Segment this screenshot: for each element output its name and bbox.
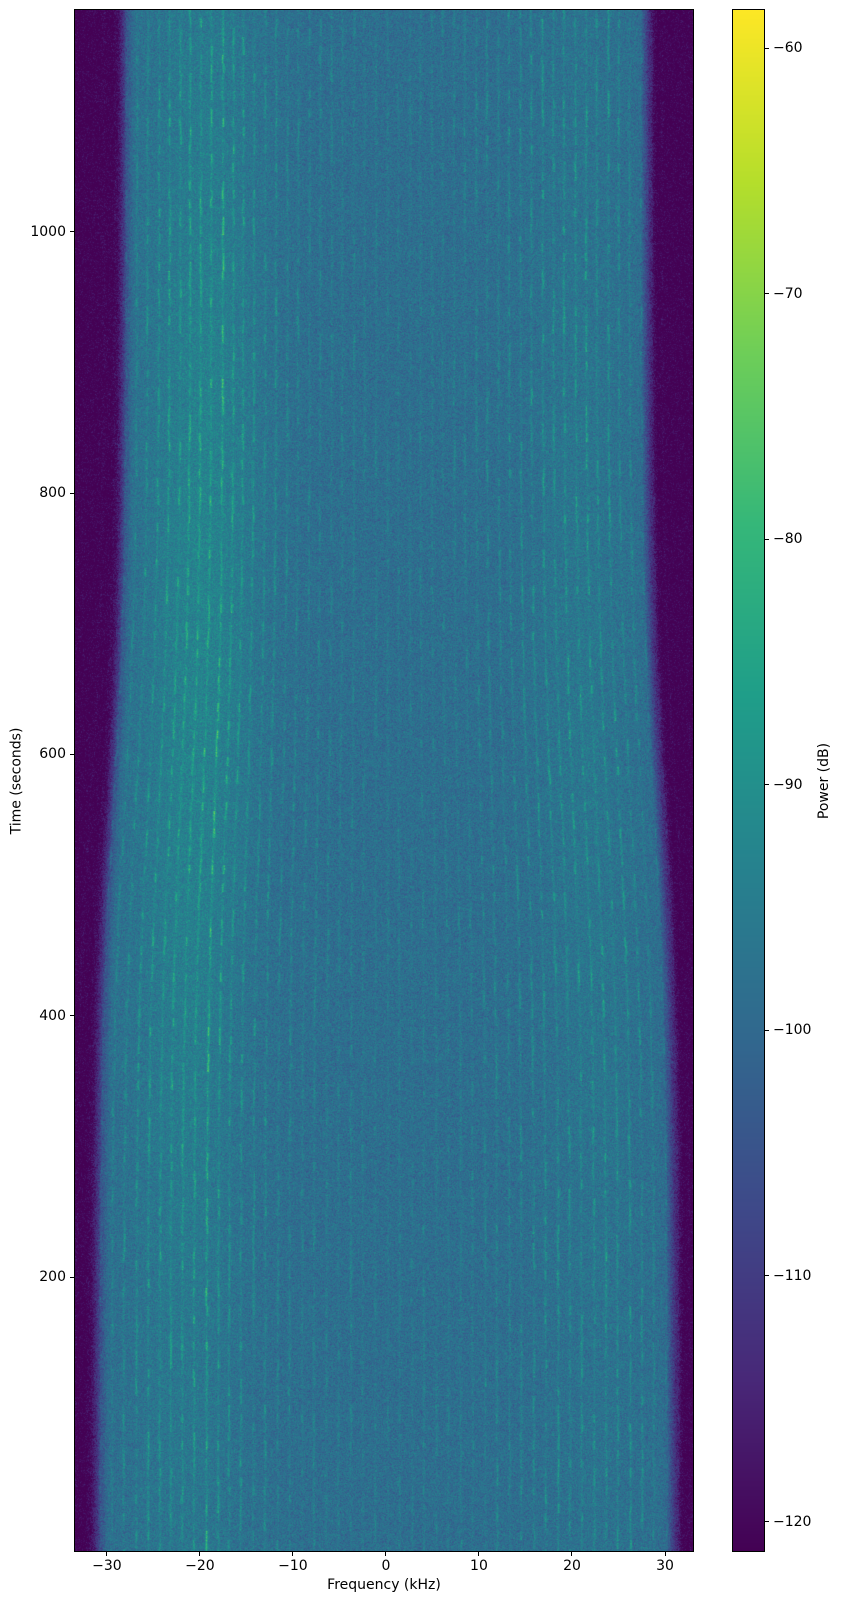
x-tick-mark [571,1552,573,1556]
plot-area [74,9,694,1552]
x-tick-mark [385,1552,387,1556]
x-tick-label: 10 [470,1558,488,1574]
y-axis-label-box: Time (seconds) [2,10,30,1551]
colorbar-tick-mark [765,784,769,786]
colorbar-tick-label: −100 [773,1022,812,1039]
colorbar-tick-label: −110 [773,1267,812,1284]
colorbar-tick-label: −80 [773,531,803,548]
y-axis-label: Time (seconds) [8,727,25,834]
colorbar-tick-mark [765,538,769,540]
y-tick-label: 600 [39,746,66,763]
x-tick-label: 0 [381,1558,391,1574]
colorbar-tick-mark [765,1521,769,1523]
x-tick-label: −30 [92,1558,122,1574]
colorbar-tick-label: −60 [773,40,803,57]
spectrogram-heatmap-canvas [75,10,693,1551]
colorbar-tick-mark [765,293,769,295]
colorbar-gradient-canvas [733,10,764,1551]
x-axis-label: Frequency (kHz) [327,1577,441,1593]
colorbar-tick-mark [765,1029,769,1031]
colorbar-tick-label: −120 [773,1513,812,1530]
y-tick-label: 400 [39,1007,66,1024]
colorbar-label: Power (dB) [816,742,833,819]
x-tick-label: −10 [278,1558,308,1574]
x-tick-mark [292,1552,294,1556]
x-tick-label: 30 [656,1558,674,1574]
colorbar [732,9,765,1552]
x-tick-mark [199,1552,201,1556]
colorbar-tick-label: −90 [773,776,803,793]
colorbar-label-box: Power (dB) [810,10,838,1551]
colorbar-tick-label: −70 [773,285,803,302]
colorbar-tick-mark [765,1275,769,1277]
x-tick-label: 20 [563,1558,581,1574]
x-tick-label: −20 [185,1558,215,1574]
y-tick-label: 1000 [30,223,66,240]
colorbar-tick-mark [765,47,769,49]
x-tick-mark [664,1552,666,1556]
y-tick-mark [70,231,74,233]
y-tick-mark [70,492,74,494]
y-tick-mark [70,753,74,755]
x-tick-mark [106,1552,108,1556]
y-tick-mark [70,1015,74,1017]
x-tick-mark [478,1552,480,1556]
y-tick-label: 800 [39,485,66,502]
y-tick-mark [70,1276,74,1278]
y-tick-label: 200 [39,1269,66,1285]
